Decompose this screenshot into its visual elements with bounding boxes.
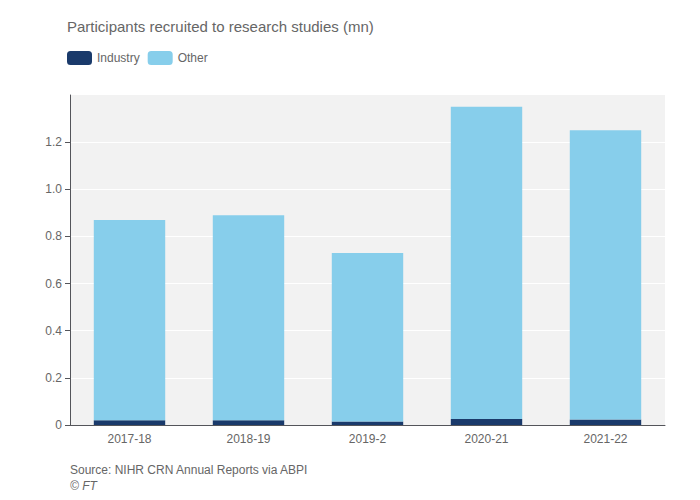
svg-text:0.2: 0.2: [45, 371, 62, 385]
svg-text:Other: Other: [178, 51, 208, 65]
svg-text:Participants recruited to rese: Participants recruited to research studi…: [67, 18, 374, 35]
svg-text:Source: NIHR CRN Annual Report: Source: NIHR CRN Annual Reports via ABPI: [70, 463, 307, 477]
svg-text:2019-2: 2019-2: [349, 432, 387, 446]
svg-text:0: 0: [55, 418, 62, 432]
svg-text:1.2: 1.2: [45, 135, 62, 149]
svg-text:2020-21: 2020-21: [464, 432, 508, 446]
svg-text:2018-19: 2018-19: [226, 432, 270, 446]
svg-text:0.4: 0.4: [45, 324, 62, 338]
svg-text:0.8: 0.8: [45, 229, 62, 243]
svg-text:2017-18: 2017-18: [107, 432, 151, 446]
svg-text:0.6: 0.6: [45, 277, 62, 291]
svg-text:2021-22: 2021-22: [583, 432, 627, 446]
svg-text:Industry: Industry: [97, 51, 140, 65]
svg-text:© FT: © FT: [70, 479, 99, 493]
svg-text:1.0: 1.0: [45, 182, 62, 196]
